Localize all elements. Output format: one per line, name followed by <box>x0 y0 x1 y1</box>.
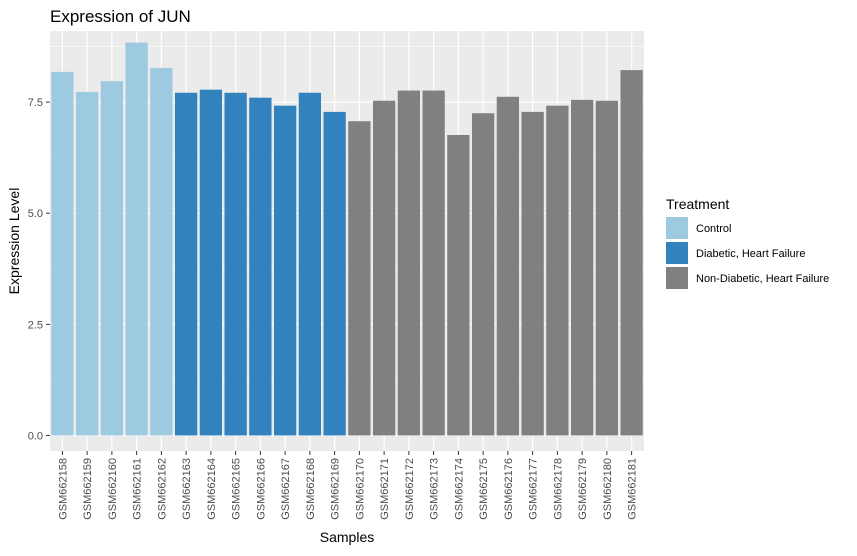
chart-title: Expression of JUN <box>50 7 191 26</box>
x-tick-label: GSM662180 <box>602 458 614 520</box>
bar <box>422 90 445 436</box>
bar <box>447 135 470 436</box>
bars <box>51 42 643 436</box>
y-tick-label: 2.5 <box>28 319 43 331</box>
bar <box>521 111 544 436</box>
legend-key <box>666 267 688 289</box>
legend-title: Treatment <box>666 196 729 212</box>
bar <box>174 92 198 436</box>
bar <box>100 81 124 436</box>
plot-panel <box>50 31 644 451</box>
x-tick-label: GSM662175 <box>478 458 490 520</box>
x-tick-label: GSM662162 <box>156 458 168 520</box>
legend-label: Non-Diabetic, Heart Failure <box>696 273 829 285</box>
bar <box>620 70 643 436</box>
x-tick-label: GSM662173 <box>429 458 441 520</box>
x-tick-label: GSM662176 <box>503 458 515 520</box>
bar <box>224 92 247 436</box>
x-tick-label: GSM662178 <box>552 458 564 520</box>
bar <box>298 92 322 436</box>
x-tick-label: GSM662167 <box>280 458 292 520</box>
bar <box>75 91 99 436</box>
legend-key <box>666 217 688 239</box>
legend: Treatment Control Diabetic, Heart Failure… <box>666 196 829 289</box>
bar <box>348 121 371 436</box>
bar <box>51 71 74 436</box>
x-tick-label: GSM662159 <box>82 458 94 520</box>
y-tick-label: 5.0 <box>28 208 43 220</box>
bar <box>397 90 421 436</box>
bar <box>546 105 569 436</box>
x-tick-label: GSM662164 <box>206 458 218 520</box>
x-tick-label: GSM662165 <box>231 458 243 520</box>
bar <box>125 42 148 436</box>
legend-items: Control Diabetic, Heart Failure Non-Diabet… <box>666 217 829 289</box>
x-tick-label: GSM662172 <box>404 458 416 520</box>
x-tick-label: GSM662160 <box>107 458 119 520</box>
x-tick-label: GSM662169 <box>330 458 342 520</box>
x-tick-label: GSM662170 <box>354 458 366 520</box>
bar <box>471 113 495 436</box>
x-tick-label: GSM662179 <box>577 458 589 520</box>
x-tick-label: GSM662177 <box>528 458 540 520</box>
x-tick-label: GSM662161 <box>132 458 144 520</box>
bar <box>372 100 396 436</box>
legend-label: Control <box>696 223 731 235</box>
bar <box>595 100 619 436</box>
y-tick-label: 0.0 <box>28 430 43 442</box>
bar <box>570 99 594 436</box>
bar <box>150 67 173 436</box>
bar <box>496 96 520 436</box>
bar <box>323 111 346 436</box>
bar <box>249 97 272 436</box>
legend-key <box>666 242 688 264</box>
x-tick-label: GSM662168 <box>305 458 317 520</box>
x-tick-label: GSM662174 <box>453 458 465 520</box>
bar <box>199 89 223 436</box>
x-axis: GSM662158 GSM662159 GSM662160 GSM662161 GSM6… <box>57 451 639 520</box>
x-tick-label: GSM662181 <box>627 458 639 520</box>
x-tick-label: GSM662171 <box>379 458 391 520</box>
y-tick-label: 7.5 <box>28 97 43 109</box>
bar <box>273 105 297 436</box>
x-tick-label: GSM662163 <box>181 458 193 520</box>
x-tick-label: GSM662166 <box>255 458 267 520</box>
x-axis-label: Samples <box>320 529 374 545</box>
y-axis: 0.0 2.5 5.0 7.5 <box>28 97 50 442</box>
legend-label: Diabetic, Heart Failure <box>696 248 805 260</box>
x-tick-label: GSM662158 <box>57 458 69 520</box>
y-axis-label: Expression Level <box>6 188 22 295</box>
